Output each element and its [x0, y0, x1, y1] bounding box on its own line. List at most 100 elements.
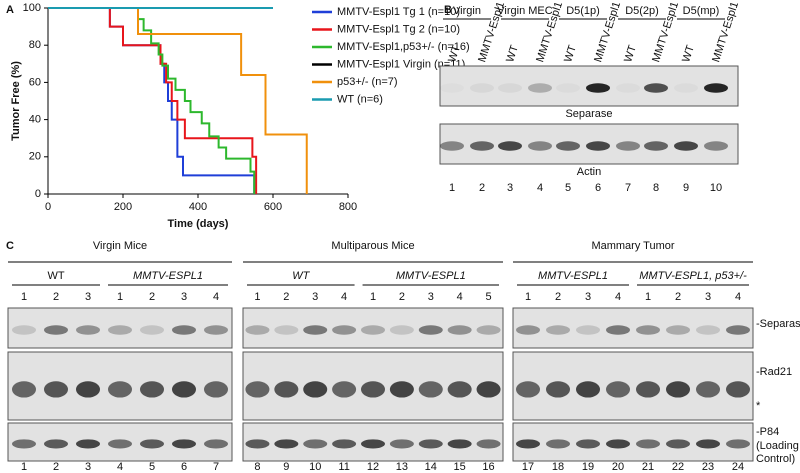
band: [76, 381, 100, 398]
lane-number: 3: [85, 461, 91, 473]
band: [332, 381, 357, 398]
band: [470, 141, 494, 151]
lane-number: 20: [612, 461, 624, 473]
band: [666, 381, 690, 398]
band: [696, 325, 720, 335]
lane-number: 12: [367, 461, 379, 473]
row-label: -Separase: [756, 318, 800, 330]
band: [108, 439, 132, 449]
x-tick-label: 400: [189, 201, 207, 213]
lane-number: 3: [705, 291, 711, 303]
band: [274, 381, 299, 398]
band: [636, 325, 660, 335]
lane-number: 2: [283, 291, 289, 303]
band: [361, 381, 385, 398]
lane-number: 4: [457, 291, 463, 303]
band: [644, 141, 668, 151]
lane-number: 10: [309, 461, 321, 473]
band: [12, 439, 36, 449]
lane-number: 13: [396, 461, 408, 473]
lane-number: 17: [522, 461, 534, 473]
lane-number: 4: [117, 461, 123, 473]
band: [476, 439, 501, 449]
band: [389, 381, 414, 398]
band: [556, 83, 580, 93]
lane-number: 2: [53, 291, 59, 303]
band: [245, 381, 270, 398]
lane-number: 9: [683, 182, 689, 194]
band: [576, 439, 600, 449]
lane-number: 2: [479, 182, 485, 194]
row-label: Control): [756, 453, 795, 465]
lane-label: WT: [622, 44, 639, 64]
survival-line: [48, 7, 256, 194]
band: [704, 141, 728, 151]
lane-number: 3: [312, 291, 318, 303]
y-tick-label: 80: [29, 39, 41, 51]
subgroup-label: WT: [292, 270, 310, 282]
lane-number: 1: [254, 291, 260, 303]
lane-number: 1: [449, 182, 455, 194]
row-label: (Loading: [756, 440, 799, 452]
lane-number: 15: [454, 461, 466, 473]
lane-number: 3: [181, 291, 187, 303]
band: [644, 83, 668, 93]
band: [204, 325, 228, 335]
band: [447, 381, 472, 398]
lane-number: 4: [735, 291, 741, 303]
subgroup-label: MMTV-ESPL1, p53+/-: [639, 270, 747, 282]
lane-number: 6: [181, 461, 187, 473]
band: [726, 381, 750, 398]
lane-number: 3: [585, 291, 591, 303]
lane-label: WT: [680, 44, 697, 64]
lane-number: 10: [710, 182, 722, 194]
band: [696, 439, 720, 449]
lane-number: 3: [428, 291, 434, 303]
lane-number: 2: [53, 461, 59, 473]
lane-number: 1: [525, 291, 531, 303]
band: [447, 325, 472, 335]
lane-number: 1: [370, 291, 376, 303]
band: [576, 381, 600, 398]
band: [666, 325, 690, 335]
lane-number: 2: [149, 291, 155, 303]
legend-label: p53+/- (n=7): [337, 76, 398, 88]
legend-label: WT (n=6): [337, 93, 383, 105]
band: [674, 83, 698, 93]
lane-number: 4: [537, 182, 543, 194]
band: [108, 325, 132, 335]
group-label: D5(1p): [566, 5, 600, 17]
survival-line: [48, 7, 308, 194]
group-label: Virgin MEC: [497, 5, 552, 17]
survival-line: [48, 7, 258, 194]
row-label: -Rad21: [756, 366, 792, 378]
lane-number: 21: [642, 461, 654, 473]
band: [606, 439, 630, 449]
band: [704, 83, 728, 93]
lane-number: 1: [117, 291, 123, 303]
band: [361, 439, 385, 449]
band: [108, 381, 132, 398]
blot-separase: [512, 307, 754, 349]
y-tick-label: 100: [23, 2, 41, 14]
x-axis-label: Time (days): [168, 218, 229, 230]
lane-number: 2: [555, 291, 561, 303]
legend-label: MMTV-Espl1 Tg 1 (n=10): [337, 6, 460, 18]
band: [616, 141, 640, 151]
band: [528, 83, 552, 93]
lane-number: 6: [595, 182, 601, 194]
legend-label: MMTV-Espl1 Virgin (n=11): [337, 58, 465, 70]
band: [498, 141, 522, 151]
band: [389, 439, 414, 449]
band: [418, 325, 443, 335]
band: [470, 83, 494, 93]
subgroup-label: MMTV-ESPL1: [133, 270, 203, 282]
band: [556, 141, 580, 151]
lane-number: 8: [254, 461, 260, 473]
band: [674, 141, 698, 151]
band: [516, 381, 540, 398]
y-axis-label: Tumor Free (%): [10, 61, 22, 141]
band: [140, 325, 164, 335]
blot-separase: [242, 307, 504, 349]
